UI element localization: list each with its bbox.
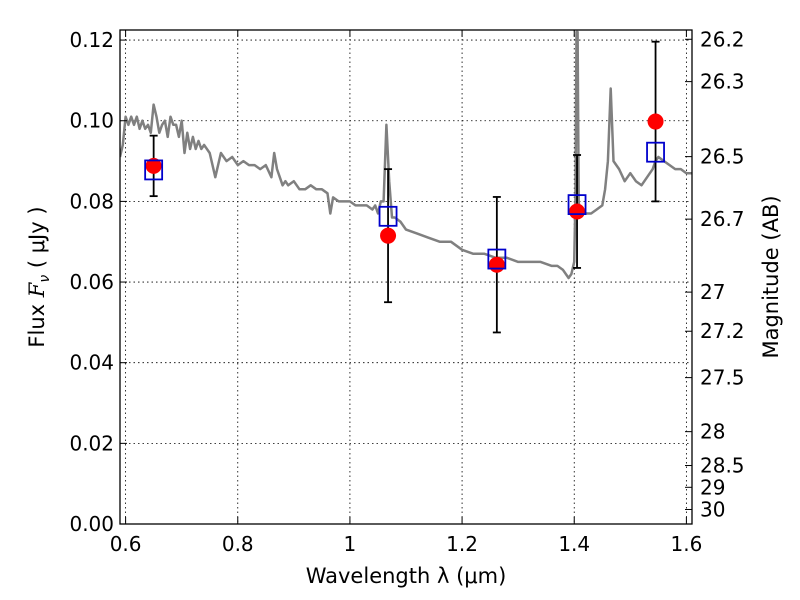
- x-tick-label: 1.4: [558, 532, 590, 556]
- y2-tick-label: 26.5: [700, 145, 745, 169]
- y-tick-label: 0.12: [69, 28, 114, 52]
- model-spectrum-line: [120, 30, 692, 280]
- y2-tick-label: 28.5: [700, 454, 745, 478]
- x-tick-label: 0.8: [222, 532, 254, 556]
- y2-tick-label: 27: [700, 280, 725, 304]
- y2-axis-label: Magnitude (AB): [759, 195, 783, 358]
- y2-tick-label: 30: [700, 497, 725, 521]
- x-axis-label: Wavelength λ (μm): [306, 564, 507, 588]
- x-axis-ticks: 0.6 0.8 1 1.2 1.4 1.6: [110, 30, 702, 556]
- y-tick-label: 0.08: [69, 189, 114, 213]
- y-tick-label: 0.02: [69, 431, 114, 455]
- y-tick-label: 0.06: [69, 270, 114, 294]
- y-axis-label: Flux Fν ( μJy ): [25, 206, 53, 347]
- y2-tick-label: 26.2: [700, 27, 745, 51]
- y-axis-label-var: F: [25, 281, 49, 298]
- y2-tick-label: 27.5: [700, 366, 745, 390]
- y-axis-label-sub: ν: [37, 275, 53, 283]
- y2-tick-label: 26.7: [700, 207, 745, 231]
- y-tick-label: 0.00: [69, 512, 114, 536]
- observed-point: [488, 256, 505, 273]
- model-square: [567, 194, 587, 216]
- model-square: [378, 205, 398, 227]
- model-square: [487, 248, 507, 270]
- observed-point: [145, 157, 162, 174]
- x-tick-label: 1.6: [670, 532, 702, 556]
- plot-frame: [119, 29, 693, 525]
- y2-tick-label: 28: [700, 420, 725, 444]
- grid-lines: [120, 30, 692, 525]
- x-tick-label: 0.6: [110, 532, 142, 556]
- x-tick-label: 1.2: [446, 532, 478, 556]
- x-tick-label: 1: [344, 532, 357, 556]
- y-tick-label: 0.04: [69, 351, 114, 375]
- observed-point: [569, 203, 586, 220]
- errorbar-layer: [149, 40, 660, 334]
- observed-point: [647, 113, 664, 130]
- y-axis-label-prefix: Flux: [25, 297, 49, 347]
- y-axis-ticks: 0.00 0.02 0.04 0.06 0.08 0.10 0.12: [69, 28, 127, 536]
- model-square: [144, 159, 164, 181]
- y2-tick-label: 27.2: [700, 319, 745, 343]
- y-axis-label-unit: ( μJy ): [25, 206, 49, 274]
- spectrum-layer: [120, 30, 692, 280]
- y2-tick-label: 26.3: [700, 70, 745, 94]
- y-tick-label: 0.10: [69, 109, 114, 133]
- observed-point: [380, 227, 397, 244]
- model-square: [646, 141, 665, 163]
- y2-tick-label: 29: [700, 475, 725, 499]
- model-squares-layer: [144, 141, 665, 270]
- observed-points-layer: [145, 113, 664, 273]
